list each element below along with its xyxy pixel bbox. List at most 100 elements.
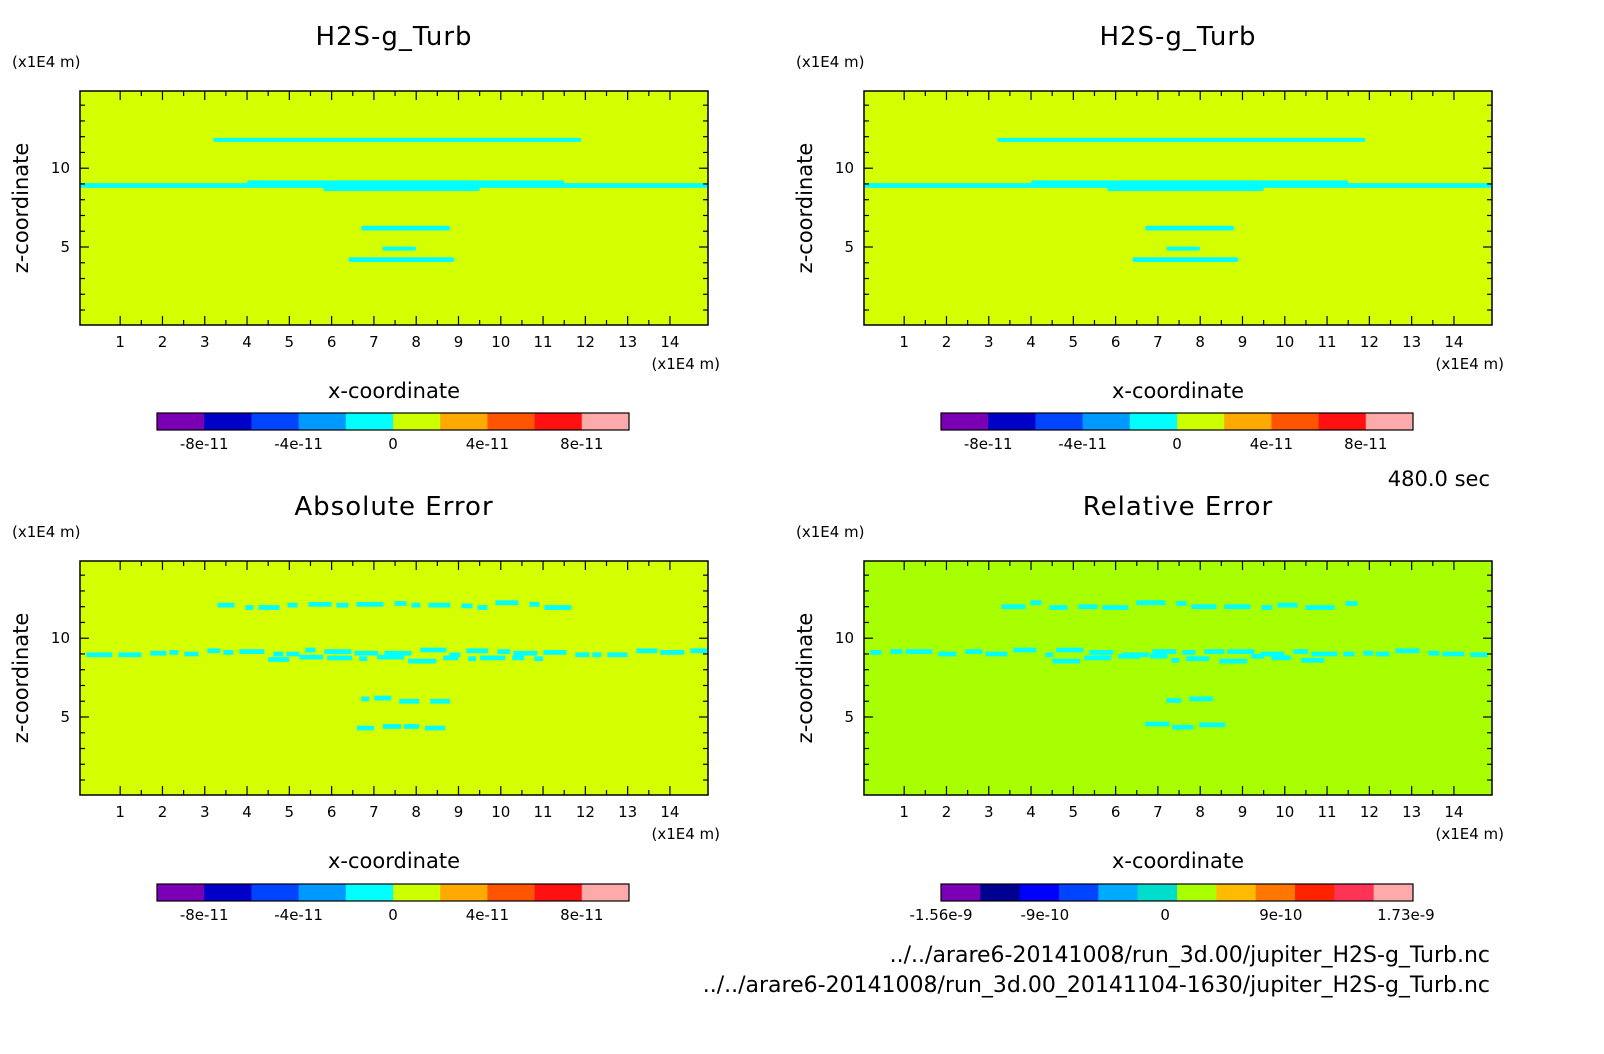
contour-segment <box>1049 605 1068 610</box>
contour-segment <box>245 605 254 610</box>
colorbar-swatch <box>487 884 536 901</box>
x-unit-label: (x1E4 m) <box>651 355 720 373</box>
x-tick-label: 4 <box>242 803 252 821</box>
x-tick-label: 11 <box>534 333 553 351</box>
colorbar-tick-label: -4e-11 <box>1058 435 1107 453</box>
contour-segment <box>424 725 445 731</box>
colorbar-swatch <box>1365 413 1414 430</box>
contour-segment <box>299 654 324 660</box>
colorbar-tick-label: 4e-11 <box>466 435 509 453</box>
x-tick-label: 11 <box>1318 333 1337 351</box>
colorbar-swatch <box>251 413 300 430</box>
x-tick-label: 6 <box>1111 803 1121 821</box>
contour-segment <box>399 698 420 704</box>
contour-band-broken <box>217 600 572 610</box>
contour-segment <box>354 650 379 656</box>
contour-segment <box>690 648 708 654</box>
colorbar-swatch <box>1255 884 1296 901</box>
contour-segment <box>1089 650 1114 655</box>
colorbar-swatch <box>1373 884 1414 901</box>
contour-segment <box>1013 647 1037 653</box>
colorbar-tick-label: 4e-11 <box>466 906 509 924</box>
colorbar-swatch <box>1318 413 1367 430</box>
colorbar: -1.56e-9 -9e-10 0 9e-10 1.73e-9 <box>910 883 1435 924</box>
x-tick-label: 5 <box>285 333 295 351</box>
contour-segment <box>336 602 349 608</box>
contour-segment <box>207 648 221 654</box>
colorbar-swatch <box>581 413 630 430</box>
contour-band-broken <box>361 695 451 704</box>
contour-segment <box>408 658 437 664</box>
z-tick-label: 5 <box>844 238 854 256</box>
contour-segment <box>543 650 567 655</box>
contour-segment <box>327 655 353 661</box>
x-tick-label: 2 <box>158 803 168 821</box>
x-tick-label: 8 <box>1195 333 1205 351</box>
contour-segment <box>1056 647 1084 653</box>
z-axis: 5 10 z-coordinate <box>9 104 708 311</box>
x-tick-label: 9 <box>1238 333 1248 351</box>
contour-segment <box>1428 650 1440 656</box>
contour-segment <box>403 724 419 729</box>
contour-band <box>348 257 455 262</box>
contour-segment <box>607 652 628 658</box>
colorbar-swatch <box>393 884 441 901</box>
contour-segment <box>1271 655 1292 661</box>
contour-segment <box>513 650 538 656</box>
z-axis: 5 10 z-coordinate <box>793 574 1492 781</box>
contour-segment <box>287 602 298 608</box>
chart-title: Relative Error <box>1083 492 1274 522</box>
x-tick-label: 11 <box>1318 803 1337 821</box>
contour-band-broken <box>268 654 544 664</box>
contour-segment <box>1311 651 1338 657</box>
x-axis: 1 2 3 4 5 6 7 8 9 10 11 12 13 14(x1E4 m)x-coordinate <box>899 91 1504 403</box>
colorbar-swatch <box>980 884 1021 901</box>
contour-segment <box>150 650 167 656</box>
colorbar-tick-label: 8e-11 <box>560 435 603 453</box>
contour-band <box>1031 180 1349 185</box>
x-tick-label: 14 <box>1444 333 1463 351</box>
x-tick-label: 5 <box>1069 333 1079 351</box>
contour-segment <box>1305 605 1335 610</box>
z-tick-label: 5 <box>844 708 854 726</box>
z-unit-label: (x1E4 m) <box>796 53 865 71</box>
colorbar-swatch <box>1334 884 1375 901</box>
x-tick-label: 3 <box>200 803 210 821</box>
colorbar-swatch <box>157 884 205 901</box>
colorbar-tick-label: -4e-11 <box>274 906 323 924</box>
contour-segment <box>1189 696 1213 702</box>
contour-segment <box>534 656 544 662</box>
chart-panel-3: Absolute Error(x1E4 m)1 2 3 4 5 6 7 8 9 10 11 12 13 1… <box>9 492 720 924</box>
x-tick-label: 11 <box>534 803 553 821</box>
contour-segment <box>239 649 265 654</box>
contour-segment <box>1171 657 1180 663</box>
contour-segment <box>286 651 300 657</box>
x-tick-label: 5 <box>285 803 295 821</box>
contour-segment <box>1343 651 1355 657</box>
contour-segment <box>1442 651 1465 657</box>
contour-segment <box>985 651 1008 657</box>
x-tick-label: 13 <box>618 803 637 821</box>
contour-segment <box>636 648 658 654</box>
contour-segment <box>449 652 461 658</box>
colorbar-swatch <box>1216 884 1257 901</box>
contour-segment <box>430 698 451 704</box>
contour-segment <box>1395 648 1420 654</box>
colorbar-tick-label: 1.73e-9 <box>1377 906 1435 924</box>
x-tick-label: 10 <box>491 333 510 351</box>
contour-segment <box>1277 602 1298 608</box>
colorbar-tick-label: 0 <box>388 906 398 924</box>
contour-segment <box>1102 605 1129 610</box>
z-tick-label: 5 <box>60 708 70 726</box>
contour-band <box>247 180 565 185</box>
z-unit-label: (x1E4 m) <box>12 53 81 71</box>
x-axis-title: x-coordinate <box>1112 849 1244 873</box>
colorbar-tick-label: -8e-11 <box>964 435 1013 453</box>
contour-segment <box>1251 653 1265 659</box>
contour-segment <box>965 649 983 654</box>
colorbar-swatch <box>157 413 205 430</box>
colorbar: -8e-11 -4e-11 0 4e-11 8e-11 <box>156 412 630 453</box>
colorbar-swatch <box>298 884 347 901</box>
x-tick-label: 4 <box>242 333 252 351</box>
